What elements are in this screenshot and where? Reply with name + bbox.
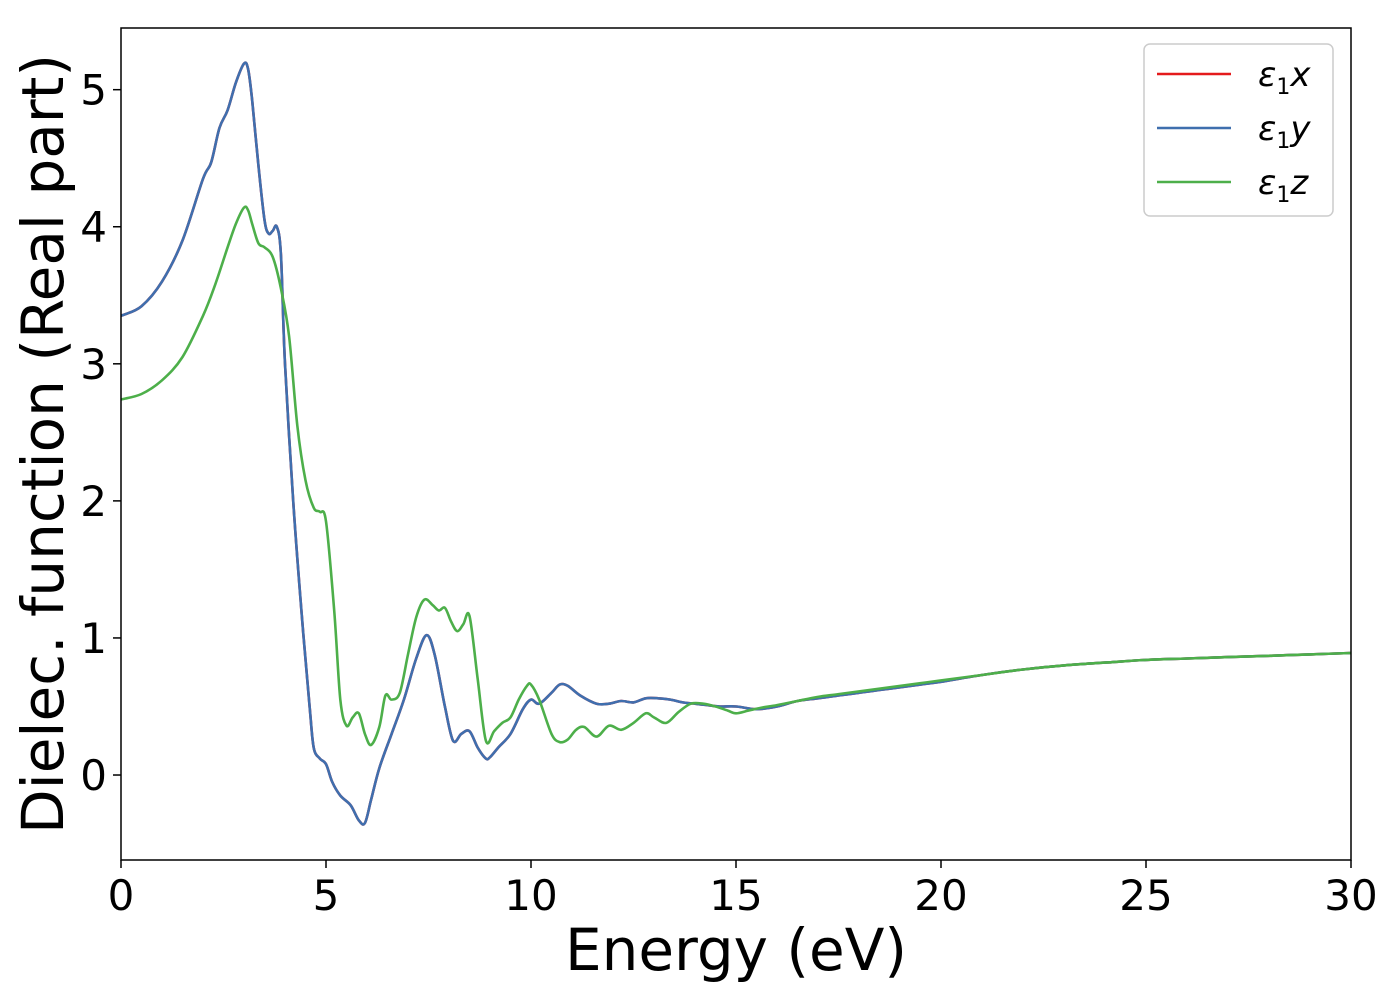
y-tick-label: 1 <box>80 614 107 663</box>
y-tick-label: 0 <box>80 751 107 800</box>
legend-label-y: ε1y <box>1258 109 1311 154</box>
y-tick-label: 3 <box>80 340 107 389</box>
y-tick-label: 4 <box>80 203 107 252</box>
legend: ε1x ε1y ε1z <box>1143 43 1334 217</box>
y-axis-ticks: 0 1 2 3 4 5 <box>80 66 121 800</box>
x-tick-label: 10 <box>504 871 557 920</box>
x-tick-label: 25 <box>1119 871 1172 920</box>
series-line-y <box>120 61 1352 826</box>
x-tick-label: 30 <box>1324 871 1377 920</box>
x-tick-label: 0 <box>108 871 135 920</box>
x-axis-title: Energy (eV) <box>565 916 907 984</box>
x-axis-ticks: 0 5 10 15 20 25 30 <box>108 860 1378 920</box>
y-tick-label: 5 <box>80 66 107 115</box>
legend-label-x: ε1x <box>1258 55 1311 100</box>
x-tick-label: 5 <box>313 871 340 920</box>
legend-box <box>1143 43 1334 217</box>
series-line-z <box>120 205 1352 747</box>
y-axis-title: Dielec. function (Real part) <box>9 54 77 834</box>
x-tick-label: 15 <box>709 871 762 920</box>
legend-label-z: ε1z <box>1258 163 1309 208</box>
y-tick-label: 2 <box>80 477 107 526</box>
x-tick-label: 20 <box>914 871 967 920</box>
series-layer <box>120 61 1352 826</box>
